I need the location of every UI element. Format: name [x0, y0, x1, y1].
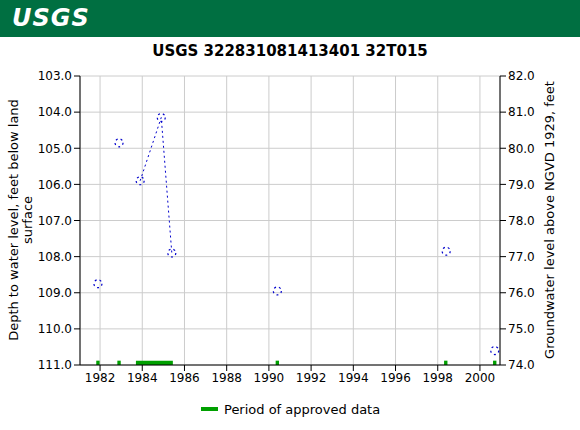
svg-text:Period of approved data: Period of approved data [224, 402, 380, 417]
svg-text:1998: 1998 [422, 371, 453, 385]
svg-text:1992: 1992 [296, 371, 327, 385]
svg-text:1994: 1994 [338, 371, 369, 385]
svg-text:82.0: 82.0 [508, 69, 535, 83]
html-text:USGS: USGS [12, 4, 90, 32]
svg-text:Depth to water level, feet bel: Depth to water level, feet below land [8, 99, 21, 341]
svg-text:107.0: 107.0 [38, 214, 72, 228]
svg-text:77.0: 77.0 [508, 250, 535, 264]
html-text:USGS 322831081413401 32T015: USGS 322831081413401 32T015 [152, 42, 428, 60]
svg-text:76.0: 76.0 [508, 286, 535, 300]
svg-text:110.0: 110.0 [38, 322, 72, 336]
svg-text:1996: 1996 [380, 371, 411, 385]
svg-text:106.0: 106.0 [38, 178, 72, 192]
svg-text:surface: surface [20, 196, 35, 244]
svg-text:80.0: 80.0 [508, 142, 535, 156]
svg-text:111.0: 111.0 [38, 358, 72, 372]
svg-text:75.0: 75.0 [508, 322, 535, 336]
svg-text:2000: 2000 [465, 371, 496, 385]
svg-text:108.0: 108.0 [38, 250, 72, 264]
svg-text:1984: 1984 [127, 371, 158, 385]
svg-text:1986: 1986 [169, 371, 200, 385]
svg-text:1988: 1988 [211, 371, 242, 385]
svg-text:Groundwater level above NGVD 1: Groundwater level above NGVD 1929, feet [542, 81, 557, 359]
svg-text:105.0: 105.0 [38, 142, 72, 156]
svg-text:1982: 1982 [85, 371, 116, 385]
svg-text:103.0: 103.0 [38, 69, 72, 83]
svg-text:81.0: 81.0 [508, 105, 535, 119]
svg-text:1990: 1990 [254, 371, 285, 385]
svg-text:78.0: 78.0 [508, 214, 535, 228]
svg-text:109.0: 109.0 [38, 286, 72, 300]
svg-text:104.0: 104.0 [38, 105, 72, 119]
svg-text:79.0: 79.0 [508, 178, 535, 192]
svg-text:74.0: 74.0 [508, 358, 535, 372]
